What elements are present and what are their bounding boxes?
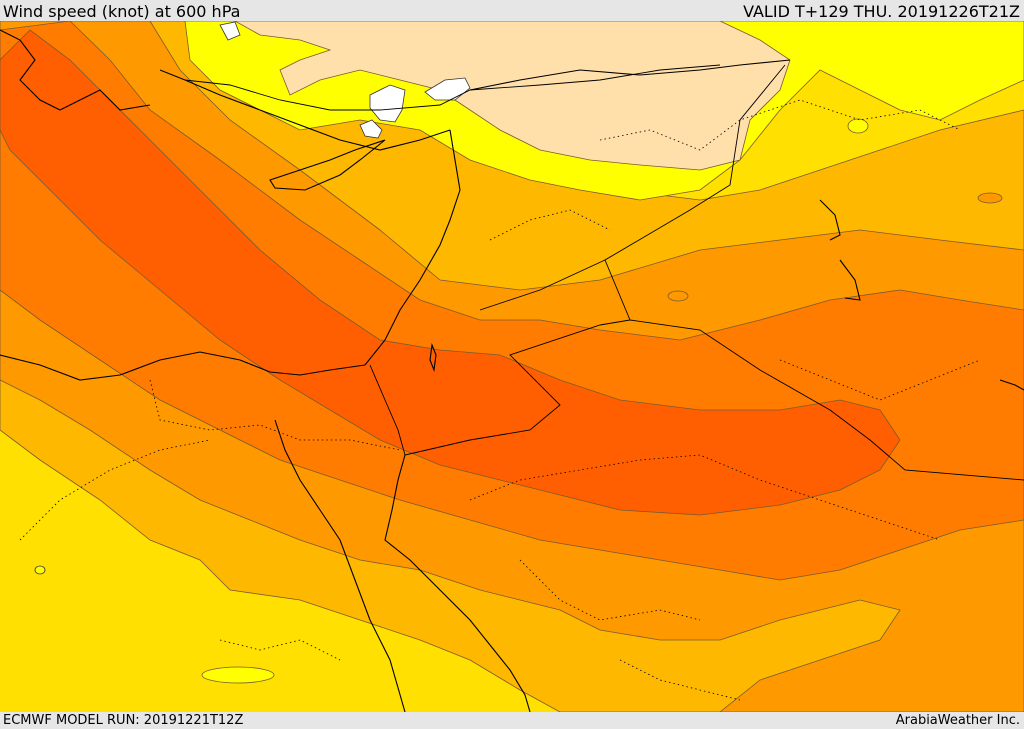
patch-white-2 bbox=[359, 119, 383, 139]
borders bbox=[184, 64, 1024, 481]
header-bar: Wind speed (knot) at 600 hPa VALID T+129… bbox=[0, 0, 1024, 21]
wind-speed-map[interactable] bbox=[0, 21, 1024, 712]
patch-white-4 bbox=[219, 21, 241, 41]
band-lightest bbox=[234, 21, 791, 171]
credit-label: ArabiaWeather Inc. bbox=[895, 713, 1020, 728]
blob-yellow-2 bbox=[34, 565, 46, 575]
band-dark-orange bbox=[0, 29, 901, 516]
blob-amber bbox=[977, 192, 1003, 204]
blob-gold bbox=[847, 118, 869, 134]
coastlines bbox=[0, 29, 1024, 712]
footer-bar: ECMWF MODEL RUN: 20191221T12Z ArabiaWeat… bbox=[0, 712, 1024, 729]
blob-orange bbox=[667, 290, 689, 302]
blob-yellow bbox=[201, 666, 275, 684]
model-run-label: ECMWF MODEL RUN: 20191221T12Z bbox=[3, 713, 244, 728]
patch-white-3 bbox=[424, 77, 471, 101]
map-canvas bbox=[0, 21, 1024, 712]
map-title: Wind speed (knot) at 600 hPa bbox=[3, 2, 241, 21]
valid-time-label: VALID T+129 THU. 20191226T21Z bbox=[743, 2, 1020, 21]
dotted-boundaries bbox=[19, 99, 981, 701]
